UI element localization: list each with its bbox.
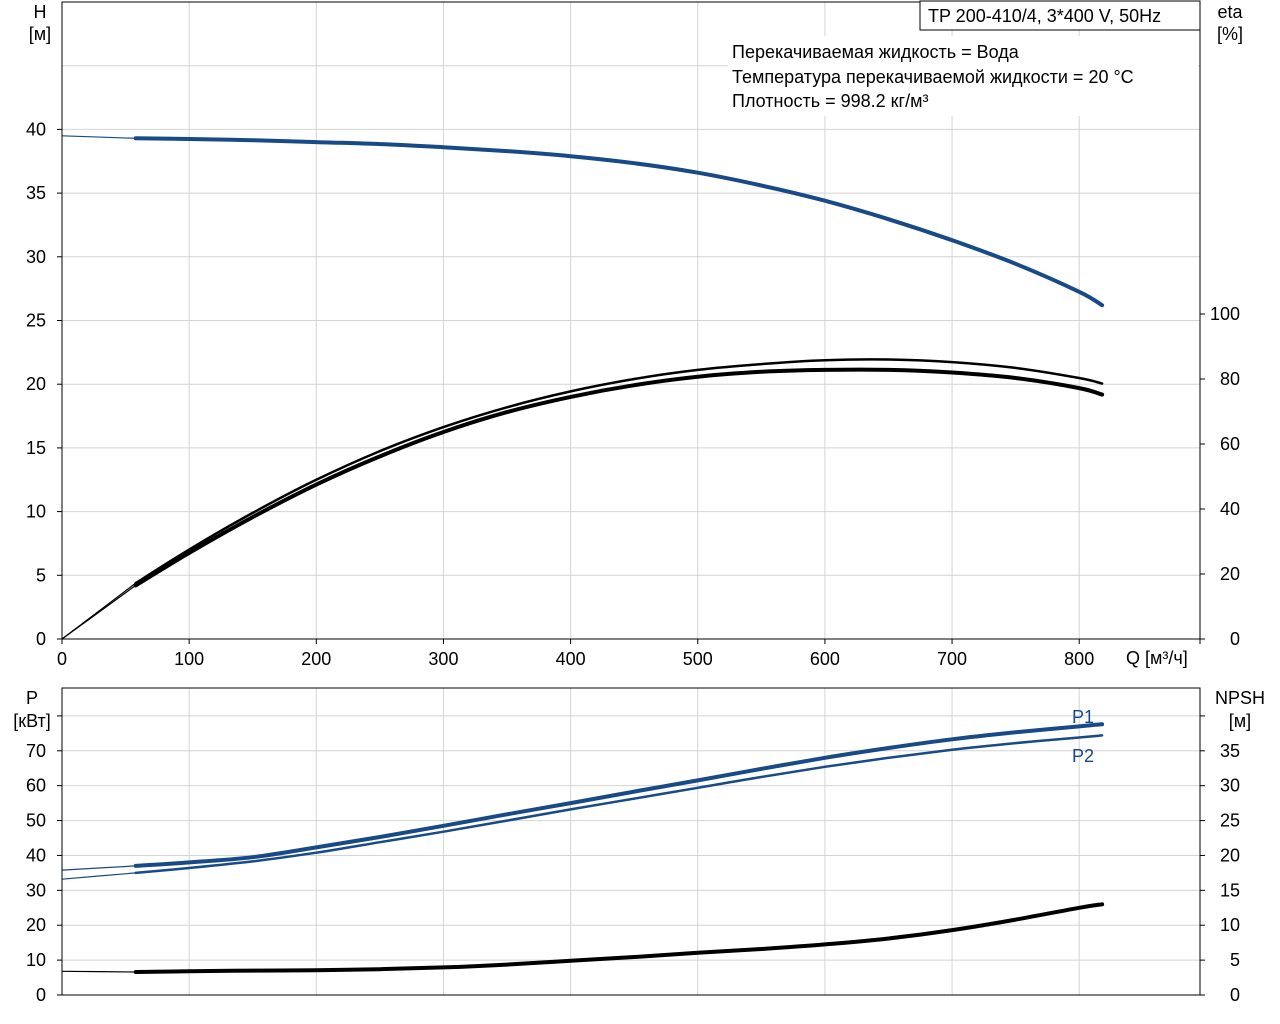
npsh-curve [133,902,1105,974]
tick-label-p-0: 0 [36,985,46,1005]
top-right-axis-label: eta [1217,2,1243,22]
tick-label-h-0: 0 [36,629,46,649]
tick-label-x-0: 0 [57,649,67,669]
x-axis-label: Q [м³/ч] [1126,648,1188,668]
tick-label-x-600: 600 [810,649,840,669]
tick-label-eta-100: 100 [1210,304,1240,324]
bottom-left-axis-unit: [кВт] [13,711,51,731]
tick-label-p-50: 50 [26,811,46,831]
p1-power-curve-extension [61,865,136,871]
tick-label-p-30: 30 [26,880,46,900]
top-chart-series [61,135,1105,640]
tick-label-h-20: 20 [26,374,46,394]
npsh-curve-extension [61,970,136,973]
tick-label-eta-80: 80 [1220,369,1240,389]
tick-label-h-30: 30 [26,247,46,267]
liquid-info-line-3: Плотность = 998.2 кг/м³ [732,91,928,111]
liquid-info-line-2: Температура перекачиваемой жидкости = 20… [732,67,1134,87]
efficiency-curve-1 [133,367,1105,588]
tick-label-npsh-10: 10 [1220,915,1240,935]
tick-label-x-200: 200 [301,649,331,669]
tick-label-npsh-25: 25 [1220,811,1240,831]
tick-label-eta-0: 0 [1230,629,1240,649]
efficiency-curve-2-extension [61,582,137,640]
bottom-plot-frame [61,687,1201,996]
p2-power-curve [134,734,1104,875]
head-curve-extension [61,135,136,139]
tick-label-h-40: 40 [26,119,46,139]
tick-label-x-700: 700 [937,649,967,669]
series-label-p2: P2 [1072,746,1094,766]
p2-power-curve-extension [61,872,136,880]
liquid-info-background [728,36,1198,116]
bottom-chart-grid [62,688,1200,995]
bottom-right-axis-unit: [м] [1229,711,1251,731]
tick-label-h-35: 35 [26,183,46,203]
efficiency-curve-2 [134,358,1104,585]
tick-label-h-10: 10 [26,502,46,522]
tick-label-x-800: 800 [1064,649,1094,669]
tick-label-p-60: 60 [26,776,46,796]
axis-tick-labels: 0 100 200 300 400 500 600 700 800051015202530354… [26,119,1240,1005]
tick-label-p-70: 70 [26,741,46,761]
tick-label-eta-40: 40 [1220,499,1240,519]
tick-label-h-5: 5 [36,565,46,585]
tick-label-npsh-5: 5 [1230,950,1240,970]
tick-label-p-10: 10 [26,950,46,970]
top-left-axis-unit: [м] [29,24,51,44]
p1-power-curve [133,722,1105,868]
tick-label-p-20: 20 [26,915,46,935]
bottom-chart-series [61,722,1105,974]
tick-label-npsh-30: 30 [1220,776,1240,796]
bottom-left-axis-label: P [26,688,38,708]
liquid-info-line-1: Перекачиваемая жидкость = Вода [732,42,1020,62]
tick-label-h-15: 15 [26,438,46,458]
head-curve [133,136,1105,308]
top-left-axis-label: H [34,2,47,22]
tick-label-x-500: 500 [683,649,713,669]
tick-label-npsh-15: 15 [1220,880,1240,900]
model-label: TP 200-410/4, 3*400 V, 50Hz [928,6,1161,26]
tick-label-h-25: 25 [26,311,46,331]
tick-label-p-40: 40 [26,845,46,865]
tick-label-x-100: 100 [174,649,204,669]
tick-label-x-400: 400 [556,649,586,669]
model-label-box [919,0,1201,31]
bottom-right-axis-label: NPSH [1215,688,1265,708]
tick-label-npsh-0: 0 [1230,985,1240,1005]
tick-label-eta-60: 60 [1220,434,1240,454]
top-right-axis-unit: [%] [1217,24,1243,44]
tick-label-npsh-20: 20 [1220,845,1240,865]
tick-label-npsh-35: 35 [1220,741,1240,761]
top-plot-frame [61,1,1201,640]
series-label-p1: P1 [1072,707,1094,727]
tick-label-x-300: 300 [428,649,458,669]
tick-label-eta-20: 20 [1220,564,1240,584]
